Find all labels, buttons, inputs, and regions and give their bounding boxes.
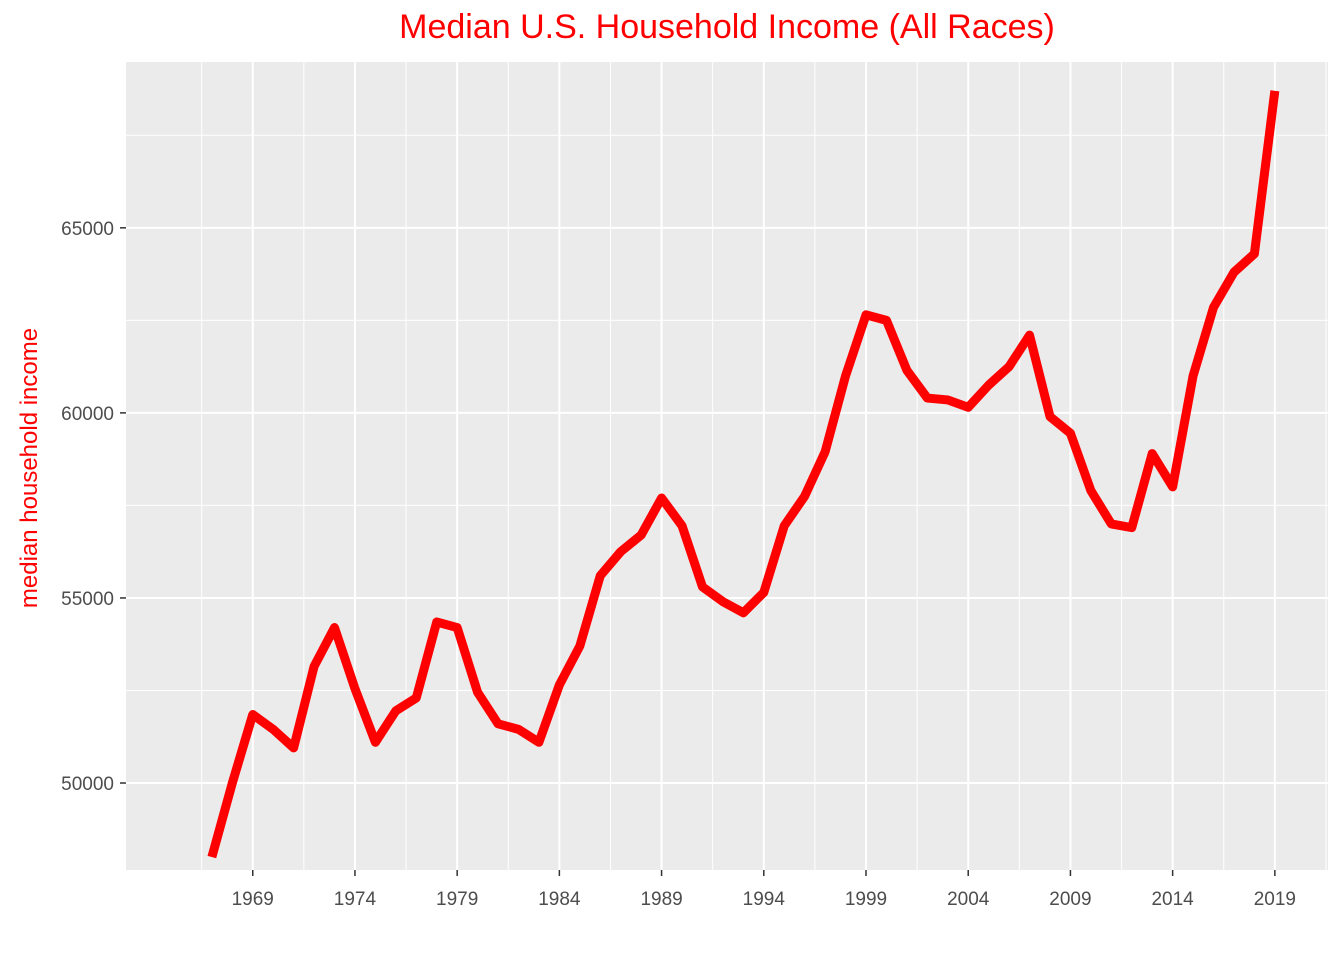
plot-panel	[126, 62, 1328, 870]
x-tick-label: 1984	[538, 889, 581, 910]
x-tick-label: 2014	[1151, 889, 1194, 910]
major-gridlines	[126, 62, 1328, 870]
x-tick-label: 2004	[947, 889, 990, 910]
x-tick-label: 1979	[436, 889, 478, 910]
x-tick-label: 1989	[640, 889, 682, 910]
chart-title: Median U.S. Household Income (All Races)	[399, 8, 1055, 46]
x-tick-label: 2019	[1254, 889, 1296, 910]
y-tick-label: 50000	[61, 774, 114, 795]
x-tick-label: 2009	[1049, 889, 1091, 910]
x-axis: 1969 1974 1979 1984 1989 1994 1999 2004 2009 2014…	[232, 870, 1296, 910]
x-tick-label: 1969	[232, 889, 274, 910]
y-tick-label: 55000	[61, 589, 114, 610]
x-tick-label: 1999	[845, 889, 887, 910]
x-tick-label: 1974	[334, 889, 377, 910]
y-axis: 50000 55000 60000 65000	[61, 219, 126, 795]
series-line	[207, 90, 1280, 859]
y-tick-label: 65000	[61, 219, 114, 240]
y-tick-label: 60000	[61, 404, 114, 425]
x-tick-label: 1994	[743, 889, 786, 910]
